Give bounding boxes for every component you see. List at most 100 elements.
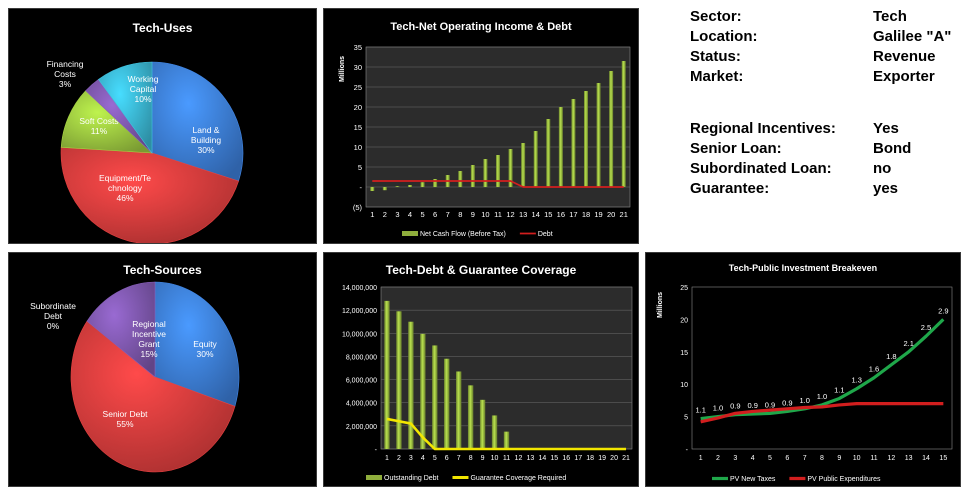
bar [596, 83, 601, 187]
x-tick-label: 3 [409, 455, 413, 462]
x-tick-label: 8 [458, 210, 462, 219]
bar [456, 371, 462, 449]
bar [583, 91, 589, 187]
x-tick-label: 7 [457, 455, 461, 462]
bar [533, 131, 538, 187]
data-label: 1.0 [817, 392, 827, 401]
legend-swatch [366, 475, 382, 480]
y-tick-label: 5 [684, 415, 688, 422]
x-tick-label: 11 [870, 455, 877, 462]
data-label: 0.9 [782, 398, 792, 407]
info-label: Market: [690, 68, 744, 85]
y-axis-label: Millions [657, 292, 664, 318]
x-tick-label: 3 [395, 210, 399, 219]
bar [558, 107, 563, 187]
data-label: 1.1 [834, 385, 844, 394]
x-tick-label: 11 [494, 210, 502, 219]
pie-slice [151, 61, 244, 182]
chart-title: Tech-Net Operating Income & Debt [390, 21, 572, 33]
info-row: Status: Revenue [690, 48, 964, 68]
x-tick-label: 2 [383, 210, 387, 219]
x-tick-label: 15 [544, 210, 552, 219]
y-tick-label: 12,000,000 [342, 308, 377, 315]
x-tick-label: 14 [532, 210, 540, 219]
x-tick-label: 9 [471, 210, 475, 219]
y-tick-label: 20 [680, 317, 688, 324]
info-label: Sector: [690, 8, 742, 25]
info-label: Subordinated Loan: [690, 160, 832, 177]
y-tick-label: 10 [680, 382, 688, 389]
x-tick-label: 3 [733, 455, 737, 462]
info-row: Regional Incentives: Yes [690, 120, 964, 140]
y-tick-label: 35 [354, 43, 362, 52]
y-tick-label: 30 [354, 63, 362, 72]
y-tick-label: 10,000,000 [342, 331, 377, 338]
pie-slice-label: Senior Debt [103, 409, 149, 419]
x-tick-label: 16 [557, 210, 565, 219]
x-tick-label: 15 [939, 455, 947, 462]
pie-slice-percent: 30% [197, 145, 214, 155]
x-tick-label: 4 [408, 210, 412, 219]
y-tick-label: 25 [680, 285, 688, 292]
bar [621, 61, 626, 187]
pie-slice [98, 61, 153, 154]
legend-label: Net Cash Flow (Before Tax) [420, 231, 506, 238]
bar [370, 187, 375, 191]
x-tick-label: 7 [446, 210, 450, 219]
bar [444, 358, 450, 449]
y-tick-label: 4,000,000 [346, 401, 377, 408]
x-tick-label: 8 [469, 455, 473, 462]
bar [483, 159, 488, 187]
data-label: 1.0 [713, 404, 723, 413]
x-tick-label: 5 [420, 210, 424, 219]
info-row: Location: Galilee "A" [690, 28, 964, 48]
x-tick-label: 4 [421, 455, 425, 462]
info-row: Guarantee: yes [690, 180, 964, 200]
x-tick-label: 20 [607, 210, 615, 219]
y-tick-label: 10 [354, 143, 362, 152]
info-value: yes [873, 180, 899, 197]
x-tick-label: 18 [586, 455, 594, 462]
x-tick-label: 18 [582, 210, 590, 219]
pie-slice-percent: 0% [47, 321, 60, 331]
x-tick-label: 13 [905, 455, 913, 462]
pie-slice-label: Capital [130, 84, 157, 94]
pie-slice-label: Soft Costs [79, 116, 118, 126]
x-tick-label: 8 [820, 455, 824, 462]
pie-slice-percent: 10% [134, 94, 151, 104]
data-label: 2.9 [938, 306, 948, 315]
bar [395, 186, 400, 187]
uses-pie-chart: Tech-Uses Land & Building 30% Equipment/Te c… [8, 8, 317, 244]
data-label: 2.5 [921, 323, 931, 332]
data-label: 0.9 [747, 401, 757, 410]
bar [458, 171, 463, 187]
info-value: Revenue [873, 48, 936, 65]
bar [420, 333, 426, 449]
x-tick-label: 10 [491, 455, 499, 462]
x-tick-label: 10 [853, 455, 861, 462]
legend-label: Outstanding Debt [384, 475, 439, 482]
bar [491, 415, 498, 449]
x-tick-label: 5 [433, 455, 437, 462]
bar [467, 385, 474, 449]
x-tick-label: 13 [527, 455, 535, 462]
pie-slice [86, 281, 156, 378]
pie-slice [60, 146, 239, 243]
x-tick-label: 21 [622, 455, 630, 462]
x-tick-label: 13 [519, 210, 527, 219]
data-label: 1.1 [695, 406, 705, 415]
bar [384, 300, 390, 449]
data-label: 2.1 [903, 339, 913, 348]
pie-slice-label: Equity [193, 339, 217, 349]
pie-slice-label: Equipment/Te [99, 173, 151, 183]
legend-label: PV Public Expenditures [807, 476, 881, 483]
pie-slice-label: Regional [132, 319, 166, 329]
bar [546, 119, 551, 187]
pie-slice-percent: 3% [59, 79, 72, 89]
y-tick-label: 15 [354, 123, 362, 132]
bar [609, 71, 614, 187]
info-label: Status: [690, 48, 741, 65]
